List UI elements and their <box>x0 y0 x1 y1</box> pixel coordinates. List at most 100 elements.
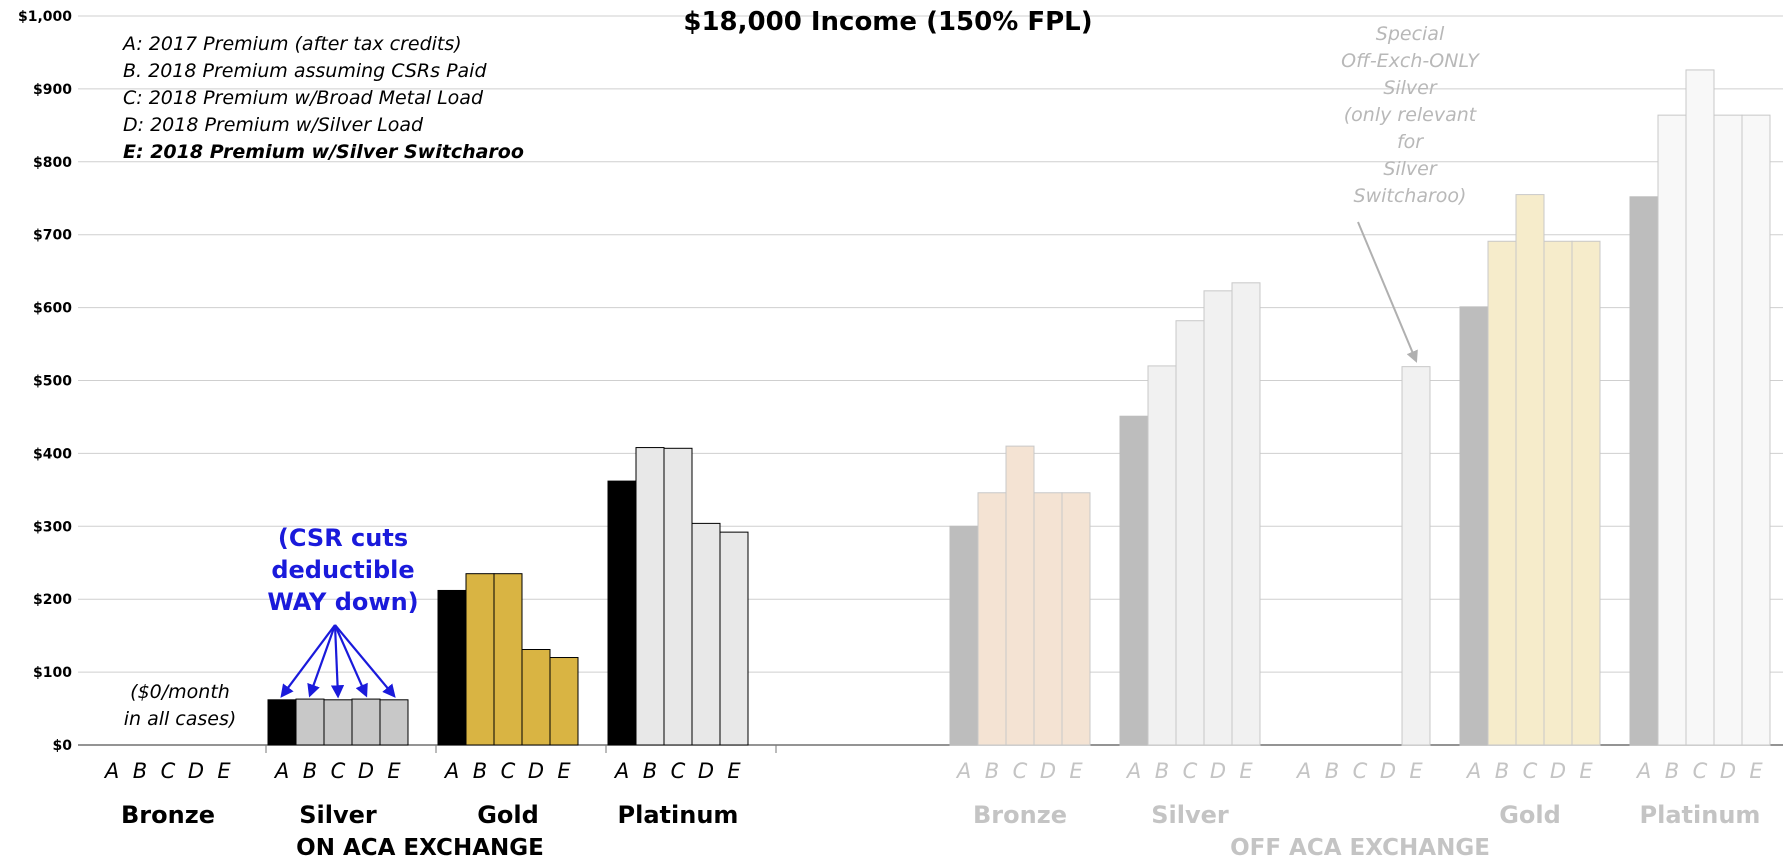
bar-letter-label: D <box>1550 759 1566 783</box>
bar-letter-label: C <box>1523 759 1538 783</box>
bar-letter-label: D <box>698 759 714 783</box>
bar-bronze-a <box>949 525 979 746</box>
bar-letter-label: A <box>1125 759 1141 783</box>
csr-note: deductible <box>271 556 414 584</box>
bar-silver-b <box>1147 365 1177 746</box>
y-tick-label: $800 <box>33 155 72 171</box>
special-silver-note: Special <box>1376 23 1445 45</box>
bar-letter-label: C <box>1353 759 1368 783</box>
special-silver-note: Off-Exch-ONLY <box>1341 50 1480 72</box>
bar-letter-label: A <box>103 759 119 783</box>
y-tick-label: $600 <box>33 301 72 317</box>
section-label-off-exchange: OFF ACA EXCHANGE <box>1230 835 1490 861</box>
bar-letter-label: A <box>613 759 629 783</box>
group-label: Platinum <box>1640 801 1761 829</box>
bar-letter-label: C <box>671 759 686 783</box>
bar-letter-label: E <box>1749 759 1763 783</box>
group-label: Gold <box>477 801 539 829</box>
bar-letter-label: A <box>443 759 459 783</box>
bar-gold-c <box>493 573 523 746</box>
y-tick-label: $300 <box>33 519 72 535</box>
bar-letter-label: C <box>501 759 516 783</box>
legend-entry-d: D: 2018 Premium w/Silver Load <box>123 114 424 136</box>
bar-gold-e <box>549 657 579 746</box>
bar-letter-label: E <box>1069 759 1083 783</box>
special-silver-arrow <box>1357 221 1418 363</box>
bar-silver-c <box>1175 320 1205 746</box>
bar-letter-label: C <box>1693 759 1708 783</box>
annotations: ($0/month in all cases) (CSR cuts deductibl… <box>124 23 1481 730</box>
bar-silver-e <box>379 699 409 746</box>
group-label: Silver <box>1151 801 1229 829</box>
group-label: Gold <box>1499 801 1561 829</box>
bar-letter-label: D <box>1720 759 1736 783</box>
bar-letter-label: C <box>1183 759 1198 783</box>
csr-note: (CSR cuts <box>278 524 408 552</box>
special-silver-note: Silver <box>1383 158 1438 180</box>
group-label: Platinum <box>618 801 739 829</box>
bars <box>267 69 1771 746</box>
bar-letter-label: D <box>188 759 204 783</box>
bar-letter-label: E <box>1579 759 1593 783</box>
bar-platinum-c <box>663 447 693 746</box>
y-tick-label: $400 <box>33 446 72 462</box>
bar-bronze-b <box>977 492 1007 746</box>
bar-silver-d <box>1203 290 1233 746</box>
bar-letter-label: E <box>1239 759 1253 783</box>
bar-letter-label: B <box>1665 759 1679 783</box>
bar-gold-b <box>1487 240 1517 746</box>
y-tick-label: $900 <box>33 82 72 98</box>
bar-silver-e <box>1231 282 1261 746</box>
bar-letter-label: E <box>1409 759 1423 783</box>
csr-arrow <box>307 624 337 698</box>
bar-letter-label: B <box>303 759 317 783</box>
bar-letter-label: E <box>217 759 231 783</box>
bar-letter-label: B <box>985 759 999 783</box>
bar-bronze-d <box>1033 492 1063 746</box>
bar-letter-label: B <box>133 759 147 783</box>
bar-bronze-e <box>1061 492 1091 746</box>
bar-platinum-a <box>1629 196 1659 746</box>
group-label: Silver <box>299 801 377 829</box>
y-tick-label: $200 <box>33 592 72 608</box>
csr-arrow <box>280 624 336 698</box>
bar-letter-label: B <box>1325 759 1339 783</box>
bar-silver-c <box>323 699 353 746</box>
bar-platinum-d <box>1713 114 1743 746</box>
bar-letter-label: E <box>387 759 401 783</box>
group-label: Bronze <box>121 801 215 829</box>
y-tick-label: $500 <box>33 374 72 390</box>
y-tick-label: $1,000 <box>18 9 72 25</box>
bar-gold-c <box>1515 194 1545 746</box>
csr-arrow <box>330 624 345 699</box>
y-axis: $0 $100 $200 $300 $400 $500 $600 $700 $800 $900 $1… <box>18 9 1783 754</box>
bar-gold-e <box>1571 240 1601 746</box>
chart-title: $18,000 Income (150% FPL) <box>683 7 1092 37</box>
bar-gold-a <box>437 589 467 746</box>
bar-letter-label: A <box>1635 759 1651 783</box>
legend-entry-c: C: 2018 Premium w/Broad Metal Load <box>123 87 484 109</box>
csr-arrow <box>333 624 368 698</box>
bar-letter-label: C <box>331 759 346 783</box>
bar-platinum-b <box>1657 114 1687 746</box>
bar-letter-label: D <box>1380 759 1396 783</box>
special-silver-note: Switcharoo) <box>1354 185 1467 207</box>
bar-gold-d <box>521 649 551 746</box>
y-tick-label: $100 <box>33 665 72 681</box>
bar-letter-label: A <box>955 759 971 783</box>
y-tick-label: $0 <box>53 738 73 754</box>
bar-silver-d <box>351 698 381 746</box>
legend-entry-b: B. 2018 Premium assuming CSRs Paid <box>123 60 487 82</box>
bar-letter-label: E <box>557 759 571 783</box>
bar-letter-label: B <box>473 759 487 783</box>
bar-letter-label: C <box>1013 759 1028 783</box>
legend: A: 2017 Premium (after tax credits) B. 20… <box>121 33 524 163</box>
bar-platinum-d <box>691 522 721 746</box>
csr-note: WAY down) <box>267 588 418 616</box>
bar-silver-a <box>267 699 297 746</box>
section-label-on-exchange: ON ACA EXCHANGE <box>296 835 544 861</box>
special-silver-note: (only relevant <box>1344 104 1478 126</box>
bar-letter-label: A <box>1465 759 1481 783</box>
